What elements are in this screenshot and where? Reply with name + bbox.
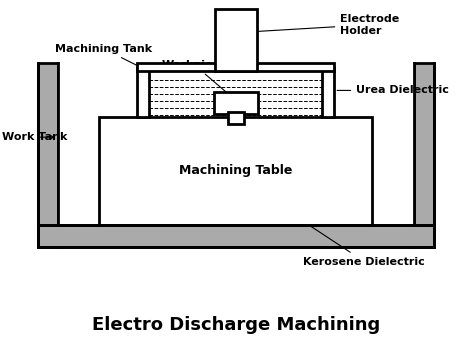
Text: Electro Discharge Machining: Electro Discharge Machining (91, 316, 380, 334)
Text: Urea Dielectric: Urea Dielectric (337, 86, 449, 95)
Bar (214, 92, 258, 114)
Bar (38, 63, 58, 247)
Bar (38, 225, 434, 247)
Bar (137, 63, 334, 70)
Text: Machining Tank: Machining Tank (55, 44, 152, 69)
Bar (322, 67, 334, 117)
Text: Kerosene Dielectric: Kerosene Dielectric (303, 226, 425, 266)
Text: Workpiece: Workpiece (161, 60, 227, 93)
Bar (58, 63, 414, 225)
Text: Work Tank: Work Tank (2, 132, 67, 142)
Text: Machining Table: Machining Table (179, 165, 292, 177)
Bar (100, 117, 372, 225)
Bar (215, 9, 257, 70)
Bar (414, 63, 434, 247)
Bar (228, 112, 244, 124)
Bar (137, 67, 149, 117)
Text: Electrode
Holder: Electrode Holder (238, 14, 400, 36)
